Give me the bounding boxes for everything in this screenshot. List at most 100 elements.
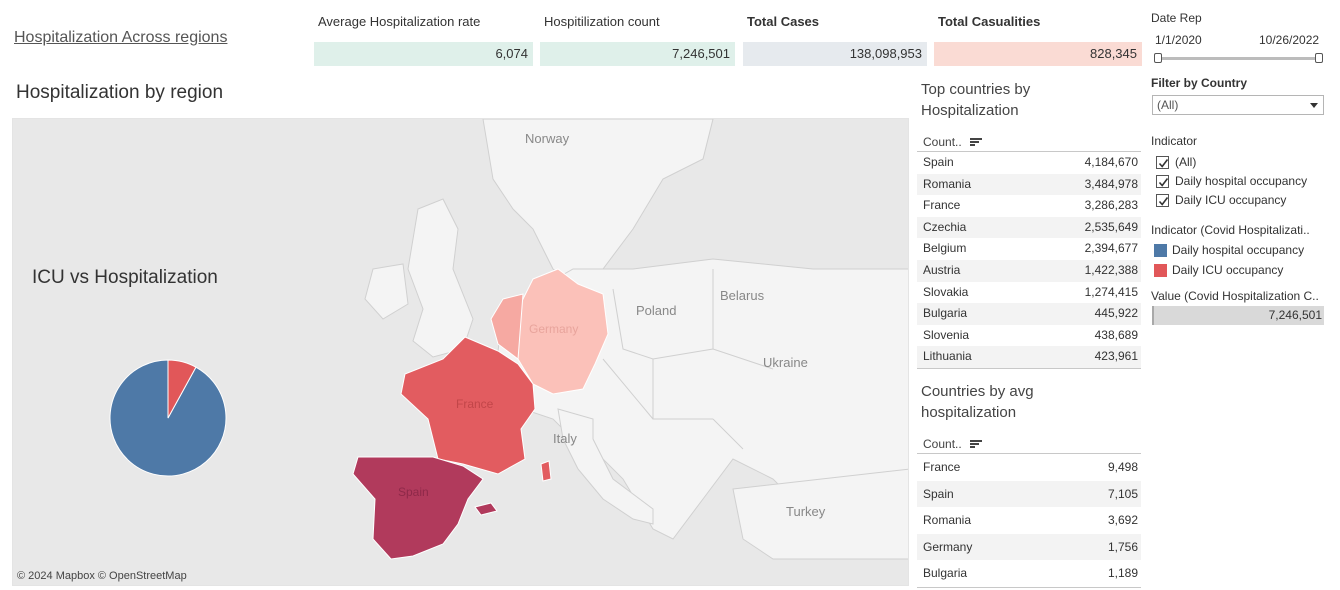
icu-vs-hospitalization-pie[interactable]: [108, 358, 228, 478]
row-value: 2,394,677: [1084, 241, 1138, 256]
table-row[interactable]: Bulgaria 1,189: [917, 560, 1141, 587]
row-value: 3,484,978: [1084, 176, 1138, 191]
kpi-total-casualities: Total Casualities 828,345: [934, 14, 1142, 66]
row-country: Germany: [923, 539, 973, 554]
checkbox[interactable]: [1156, 193, 1169, 207]
chevron-down-icon[interactable]: [1306, 97, 1322, 113]
kpi-value: 138,098,953: [743, 42, 927, 66]
table-row[interactable]: Czechia 2,535,649: [917, 216, 1141, 239]
legend-item[interactable]: Daily hospital occupancy: [1154, 243, 1304, 257]
map-region-spain[interactable]: [352, 456, 484, 560]
map-label-italy: Italy: [553, 431, 577, 446]
check-icon: [1158, 158, 1169, 168]
legend-label: Indicator (Covid Hospitalizati..: [1151, 223, 1310, 237]
kpi-label: Total Cases: [747, 14, 820, 29]
table-row[interactable]: Spain 4,184,670: [917, 152, 1141, 174]
indicator-option[interactable]: Daily ICU occupancy: [1156, 193, 1286, 207]
sort-icon[interactable]: [970, 138, 982, 147]
row-country: Romania: [923, 513, 972, 527]
map-canvas: Norway Poland Belarus Ukraine Italy Turk…: [13, 119, 908, 585]
row-value: 423,961: [1094, 349, 1138, 364]
row-value: 4,184,670: [1084, 155, 1138, 169]
avg-table-title-line1: Countries by avg: [921, 383, 1034, 400]
kpi-value: 7,246,501: [540, 42, 735, 66]
map-region-corsica[interactable]: [540, 460, 552, 482]
row-country: Lithuania: [923, 349, 972, 364]
row-country: Romania: [923, 176, 972, 191]
ireland: [364, 263, 409, 320]
country-filter-label: Filter by Country: [1151, 76, 1248, 90]
table-row[interactable]: Spain 7,105: [917, 480, 1141, 507]
row-country: Spain: [923, 155, 954, 169]
country-filter-dropdown[interactable]: (All): [1152, 95, 1324, 115]
indicator-option[interactable]: Daily hospital occupancy: [1156, 174, 1307, 188]
row-value: 1,756: [1107, 539, 1138, 554]
map-label-norway: Norway: [525, 131, 570, 146]
map-label-poland: Poland: [636, 303, 676, 318]
kpi-total-cases: Total Cases 138,098,953: [743, 14, 927, 66]
dashboard-title-link[interactable]: Hospitalization Across regions: [14, 29, 228, 46]
table-header[interactable]: Count..: [917, 434, 1141, 454]
map-attribution: © 2024 Mapbox © OpenStreetMap: [17, 570, 187, 582]
map-label-germany: Germany: [529, 322, 578, 336]
top-table-title-line2: Hospitalization: [921, 102, 1019, 119]
top-table-title: Top countries by Hospitalization: [921, 79, 1030, 121]
kpi-label: Total Casualities: [938, 14, 1041, 29]
turkey-shape: [732, 468, 908, 560]
map-region-netherlands[interactable]: [490, 293, 524, 360]
table-row[interactable]: France 3,286,283: [917, 195, 1141, 217]
date-slider-start-handle[interactable]: [1154, 53, 1162, 63]
pie-slice-icu[interactable]: [167, 359, 197, 419]
row-value: 3,286,283: [1084, 198, 1138, 213]
row-country: Slovakia: [923, 284, 969, 299]
table-row[interactable]: Romania 3,484,978: [917, 173, 1141, 196]
table-row[interactable]: Austria 1,422,388: [917, 259, 1141, 282]
legend-item-label: Daily hospital occupancy: [1172, 243, 1305, 257]
row-value: 1,422,388: [1084, 262, 1138, 277]
kpi-avg-hospitalization: Average Hospitalization rate 6,074: [314, 14, 533, 66]
checkbox[interactable]: [1156, 174, 1169, 188]
sort-icon[interactable]: [970, 440, 982, 449]
date-slider-track[interactable]: [1157, 57, 1321, 60]
row-value: 9,498: [1107, 460, 1138, 474]
map-label-belarus: Belarus: [720, 288, 765, 303]
top-table-title-line1: Top countries by: [921, 81, 1031, 98]
pie-title: ICU vs Hospitalization: [32, 267, 218, 288]
kpi-label: Hospitilization count: [544, 14, 660, 29]
table-row[interactable]: Lithuania 423,961: [917, 346, 1141, 368]
map-region-france[interactable]: [400, 336, 536, 475]
row-country: Belgium: [923, 241, 967, 256]
map-title: Hospitalization by region: [16, 82, 224, 103]
kpi-value: 828,345: [934, 42, 1142, 66]
country-filter-value: (All): [1157, 98, 1179, 112]
kpi-label: Average Hospitalization rate: [318, 14, 481, 29]
table-row[interactable]: Belgium 2,394,677: [917, 238, 1141, 260]
check-icon: [1158, 177, 1169, 187]
map-region-balearic[interactable]: [474, 502, 498, 516]
legend-item[interactable]: Daily ICU occupancy: [1154, 263, 1283, 277]
indicator-label: Indicator: [1151, 134, 1198, 148]
indicator-option-label: Daily hospital occupancy: [1175, 174, 1308, 188]
date-slider-end-handle[interactable]: [1315, 53, 1323, 63]
table-row[interactable]: Bulgaria 445,922: [917, 303, 1141, 325]
row-country: Czechia: [923, 219, 967, 234]
indicator-option[interactable]: (All): [1156, 155, 1196, 169]
row-country: France: [923, 198, 961, 213]
value-filter-bar[interactable]: 7,246,501: [1152, 306, 1324, 325]
table-row[interactable]: Germany 1,756: [917, 533, 1141, 560]
row-value: 7,105: [1107, 486, 1138, 501]
table-header[interactable]: Count..: [917, 132, 1141, 152]
region-map[interactable]: Norway Poland Belarus Ukraine Italy Turk…: [12, 118, 909, 586]
row-country: Austria: [923, 262, 961, 277]
legend-swatch: [1154, 243, 1167, 257]
row-value: 445,922: [1094, 306, 1138, 321]
table-row[interactable]: Slovakia 1,274,415: [917, 282, 1141, 304]
checkbox[interactable]: [1156, 155, 1169, 169]
table-row[interactable]: France 9,498: [917, 454, 1141, 481]
legend-item-label: Daily ICU occupancy: [1172, 263, 1284, 277]
avg-countries-table: Count.. France 9,498 Spain 7,105 Romania 3,69…: [917, 434, 1141, 588]
table-row[interactable]: Slovenia 438,689: [917, 325, 1141, 347]
legend-swatch: [1154, 263, 1167, 277]
row-country: Spain: [923, 486, 954, 501]
table-row[interactable]: Romania 3,692: [917, 507, 1141, 534]
